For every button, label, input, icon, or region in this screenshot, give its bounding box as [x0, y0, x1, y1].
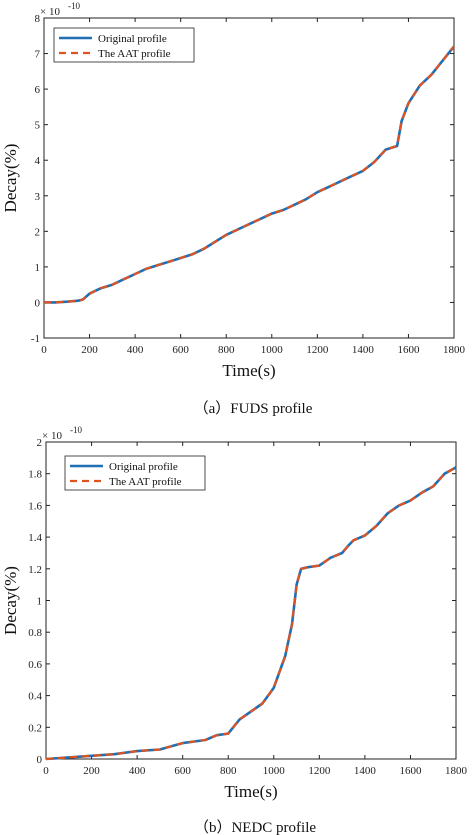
- y-tick-label: 2: [35, 226, 41, 238]
- y-tick-label: 1: [35, 262, 41, 274]
- x-tick-label: 1000: [263, 765, 286, 777]
- y-axis-label: Decay(%): [1, 144, 20, 213]
- x-tick-label: 400: [127, 344, 144, 356]
- chart-panel-fuds: 0 200 400 600 800 1000 1200 1400 1600 1800-101234…: [1, 1, 466, 417]
- legend-label-aat: The AAT profile: [98, 48, 171, 60]
- plot-area: 0 200 400 600 800 1000 1200 1400 1600 1800-101234…: [31, 13, 466, 356]
- legend-box: [53, 27, 195, 63]
- legend: Original profile The AAT profile: [53, 27, 195, 63]
- legend-box: [64, 455, 206, 491]
- x-tick-label: 600: [172, 344, 189, 356]
- y-exponent-base: × 10: [40, 6, 60, 18]
- y-tick-label: 0.8: [28, 627, 42, 639]
- series-line-aat: [44, 45, 455, 304]
- panel-caption: （b）NEDC profile: [194, 819, 316, 835]
- y-tick-label: 5: [35, 120, 41, 132]
- x-tick-label: 1000: [261, 344, 284, 356]
- x-tick-label: 800: [218, 344, 235, 356]
- chart-panel-nedc: 0 200 400 600 800 1000 1200 1400 1600 1800 0 0.2 0.4…: [1, 425, 468, 835]
- x-tick-label: 1400: [354, 765, 377, 777]
- x-tick-label: 0: [41, 344, 47, 356]
- y-tick-label: 1.4: [28, 532, 42, 544]
- y-exponent-power: -10: [68, 1, 80, 11]
- y-tick-label: 1: [37, 596, 43, 608]
- y-exponent-power: -10: [70, 425, 82, 435]
- series-line-aat: [45, 466, 457, 761]
- y-tick-label: 3: [35, 191, 41, 203]
- x-axis-label: Time(s): [222, 361, 275, 380]
- x-tick-label: 800: [220, 765, 237, 777]
- legend: Original profile The AAT profile: [64, 455, 206, 491]
- x-tick-label: 400: [129, 765, 146, 777]
- x-tick-label: 1200: [308, 765, 331, 777]
- y-tick-label: 1.6: [28, 500, 42, 512]
- y-tick-label: 7: [35, 49, 41, 61]
- legend-label-aat: The AAT profile: [109, 476, 182, 488]
- y-exponent-base: × 10: [42, 430, 62, 442]
- x-tick-label: 0: [43, 765, 49, 777]
- y-tick-label: 0.6: [28, 659, 42, 671]
- y-tick-label: 0.4: [28, 691, 42, 703]
- x-tick-label: 1800: [443, 344, 466, 356]
- y-tick-label: -1: [31, 333, 40, 345]
- x-tick-label: 1600: [397, 344, 420, 356]
- y-tick-label: 0.2: [28, 722, 42, 734]
- x-tick-label: 1200: [306, 344, 329, 356]
- x-tick-label: 1600: [399, 765, 422, 777]
- y-tick-label: 6: [35, 84, 41, 96]
- y-tick-label: 2: [37, 437, 43, 449]
- y-tick-label: 0: [37, 754, 43, 766]
- y-axis-label: Decay(%): [1, 566, 20, 635]
- x-tick-label: 1800: [445, 765, 468, 777]
- x-tick-label: 200: [83, 765, 100, 777]
- legend-label-original: Original profile: [98, 33, 167, 45]
- y-tick-label: 4: [35, 155, 41, 167]
- x-tick-label: 600: [174, 765, 191, 777]
- x-tick-label: 200: [81, 344, 98, 356]
- x-tick-label: 1400: [352, 344, 375, 356]
- legend-label-original: Original profile: [109, 461, 178, 473]
- y-tick-label: 1.2: [28, 564, 42, 576]
- y-tick-label: 0: [35, 297, 41, 309]
- axes-box: [45, 441, 457, 760]
- axes-box: [43, 17, 455, 339]
- panel-caption: （a）FUDS profile: [194, 400, 313, 417]
- plot-area: 0 200 400 600 800 1000 1200 1400 1600 1800 0 0.2 0.4…: [28, 437, 467, 777]
- y-tick-label: 8: [35, 13, 41, 25]
- y-tick-label: 1.8: [28, 469, 42, 481]
- x-axis-label: Time(s): [224, 782, 277, 801]
